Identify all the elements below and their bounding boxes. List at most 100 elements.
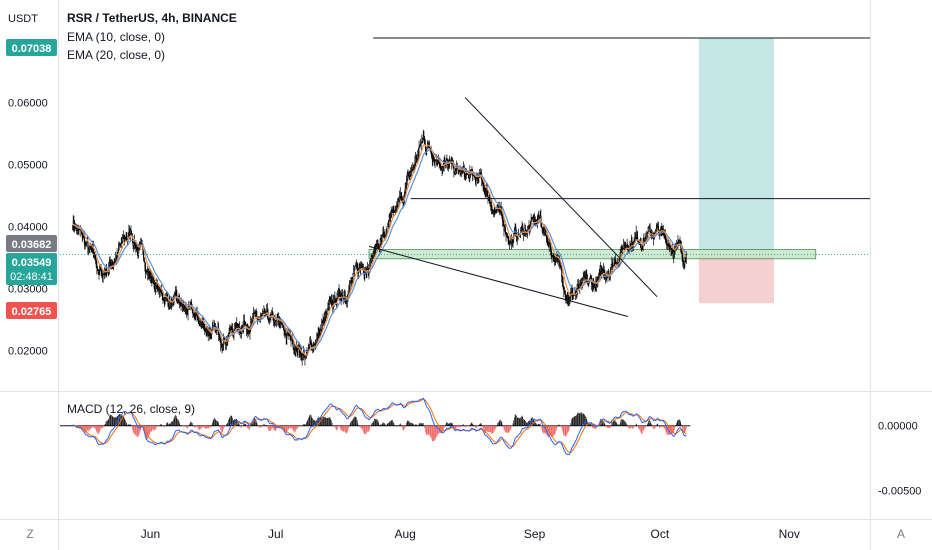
ema-slow-legend[interactable]: EMA (20, close, 0)	[67, 48, 165, 62]
macd-histogram-bar	[156, 425, 158, 427]
macd-histogram-bar	[519, 418, 521, 426]
ema-fast-legend[interactable]: EMA (10, close, 0)	[67, 30, 165, 44]
price-axis[interactable]: 0.06000 0.05000 0.04000 0.03000 0.02000	[8, 97, 48, 357]
candle-body	[210, 334, 212, 339]
macd-histogram-bar	[611, 422, 613, 426]
symbol-title[interactable]: RSR / TetherUS, 4h, BINANCE	[67, 11, 237, 25]
macd-histogram-bar	[506, 425, 508, 433]
support-zone-box[interactable]	[368, 249, 817, 260]
macd-legend[interactable]: MACD (12, 26, close, 9)	[67, 402, 195, 416]
last-badge-bg	[6, 253, 57, 285]
macd-histogram-bar	[345, 425, 346, 433]
macd-histogram-bar	[87, 425, 89, 431]
macd-histogram-bar	[482, 425, 484, 429]
macd-histogram-bar	[218, 423, 219, 426]
macd-histogram-bar	[397, 425, 399, 426]
wedge-lower-trendline[interactable]	[368, 245, 628, 318]
macd-histogram-bar	[539, 423, 541, 426]
macd-histogram-bar	[124, 418, 125, 426]
candle-body	[187, 309, 189, 315]
macd-histogram-bar	[430, 425, 432, 438]
auto-scale-button[interactable]: A	[897, 527, 905, 541]
timezone-corner-icon[interactable]: Z	[26, 527, 33, 541]
macd-histogram-bar	[132, 425, 133, 430]
macd-histogram-bar	[276, 425, 277, 430]
macd-histogram-bar	[536, 424, 537, 426]
macd-histogram-bar	[509, 425, 510, 432]
macd-histogram-bar	[562, 425, 564, 434]
macd-histogram-bar	[270, 425, 272, 431]
long-stop-zone[interactable]	[698, 254, 774, 304]
trendline-drawings[interactable]	[60, 37, 870, 318]
drawing-zones[interactable]	[368, 37, 817, 304]
candle-body	[95, 259, 97, 266]
macd-histogram-bar	[212, 420, 214, 426]
macd-histogram-bar	[541, 425, 542, 429]
macd-histogram-bar	[566, 425, 567, 436]
macd-histogram-bar	[441, 425, 442, 434]
long-target-zone[interactable]	[698, 37, 774, 255]
macd-histogram-bar	[390, 420, 391, 426]
macd-histogram-bar	[663, 425, 665, 429]
candle-body	[349, 283, 351, 285]
macd-histogram-bar	[97, 425, 98, 434]
macd-histogram-bar	[406, 420, 408, 426]
macd-histogram-bar	[243, 423, 244, 426]
macd-histogram-bar	[663, 425, 664, 428]
macd-histogram-bar	[676, 422, 677, 426]
candle-body	[338, 289, 340, 293]
candle-body	[418, 146, 420, 154]
macd-histogram-bar	[615, 420, 616, 426]
candle-body	[664, 234, 666, 241]
candle-body	[673, 252, 675, 257]
candle-body	[229, 330, 231, 334]
candle-body	[269, 318, 271, 323]
macd-histogram-bar	[675, 425, 677, 426]
wedge-upper-trendline[interactable]	[464, 97, 658, 298]
last-badge-countdown: 02:48:41	[10, 271, 53, 283]
price-tick-label: 0.06000	[8, 97, 48, 109]
macd-histogram-bar	[558, 424, 560, 426]
candle-body	[564, 291, 566, 296]
macd-histogram-bar	[579, 413, 581, 426]
macd-histogram-bar	[471, 422, 473, 426]
macd-histogram-bar	[480, 423, 481, 426]
candle-body	[646, 233, 648, 237]
macd-histogram-bar	[207, 425, 209, 429]
macd-histogram-bar	[347, 425, 348, 433]
macd-histogram-bar	[303, 423, 304, 426]
axis-unit-label: USDT	[8, 13, 38, 25]
macd-histogram-bar	[153, 425, 155, 430]
macd-histogram-bar	[200, 425, 202, 429]
macd-histogram-bar	[384, 424, 386, 426]
macd-histogram-bar	[195, 425, 196, 427]
macd-histogram-bar	[186, 425, 187, 428]
macd-histogram-bar	[230, 415, 232, 426]
time-axis[interactable]: Jun Jul Aug Sep Oct Nov	[141, 527, 800, 541]
candle-body	[634, 237, 636, 241]
macd-histogram-bar	[333, 425, 334, 427]
macd-histogram-bar	[150, 425, 151, 433]
macd-scale[interactable]: 0.00000 -0.00500	[878, 421, 921, 498]
macd-histogram-bar	[263, 424, 265, 426]
candle-body	[517, 233, 519, 241]
candle-body	[507, 237, 509, 241]
macd-histogram-bar	[616, 422, 617, 426]
macd-histogram-bar	[326, 418, 327, 426]
macd-histogram-bar	[305, 424, 306, 426]
macd-histogram-bar	[644, 425, 646, 428]
macd-histogram-bar	[391, 419, 393, 426]
macd-histogram-bar	[587, 421, 588, 426]
macd-histogram-bar	[652, 425, 654, 429]
macd-histogram-bar	[497, 423, 498, 426]
macd-histogram-bar	[657, 423, 659, 426]
macd-histogram-bar	[585, 416, 586, 426]
macd-histogram-bar	[255, 420, 257, 426]
candle-body	[460, 170, 462, 174]
macd-histogram-bar	[382, 422, 384, 426]
macd-histogram-bar	[371, 423, 373, 426]
macd-histogram-bar	[583, 413, 584, 426]
macd-histogram-bar	[178, 419, 179, 426]
macd-histogram-bar	[256, 422, 258, 426]
